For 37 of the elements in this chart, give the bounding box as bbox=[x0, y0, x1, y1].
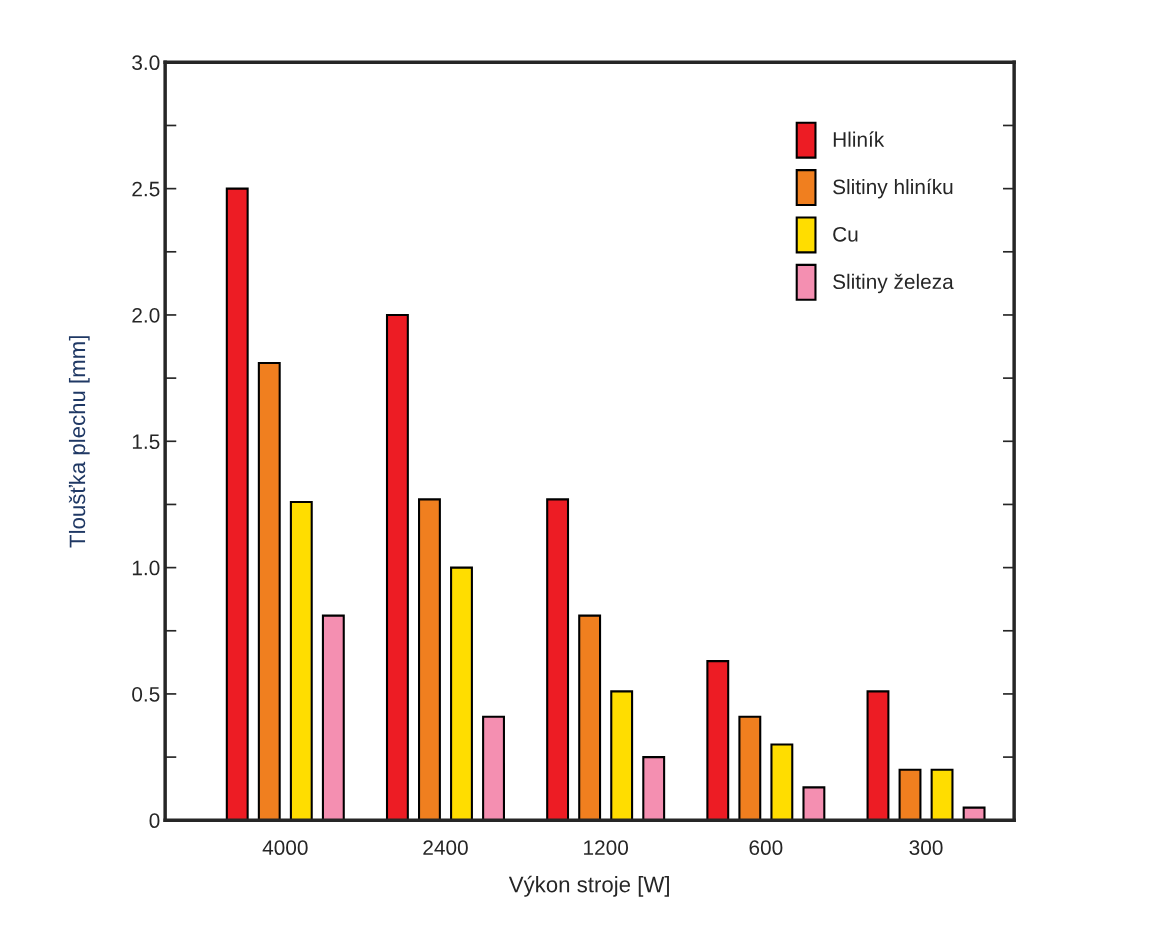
x-tick-label: 1200 bbox=[584, 840, 629, 856]
x-tick-label: 2400 bbox=[423, 840, 468, 856]
bar bbox=[385, 313, 409, 821]
bar bbox=[738, 715, 762, 821]
bar bbox=[610, 690, 634, 821]
y-tick-label: 3.0 bbox=[132, 55, 160, 71]
bar bbox=[578, 614, 602, 821]
bar bbox=[482, 715, 505, 821]
bar bbox=[642, 756, 666, 821]
y-axis-title: Tloušťka plechu [mm] bbox=[68, 336, 90, 548]
bar bbox=[866, 690, 890, 821]
bar bbox=[225, 187, 249, 821]
x-axis-title: Výkon stroje [W] bbox=[508, 875, 669, 897]
bar bbox=[898, 768, 922, 821]
y-tick-label: 1.5 bbox=[132, 434, 160, 450]
bar bbox=[450, 566, 473, 821]
x-tick-label: 300 bbox=[909, 840, 943, 856]
bar bbox=[546, 498, 570, 821]
x-tick-label: 4000 bbox=[262, 840, 308, 856]
legend-label: Slitiny hliníku bbox=[833, 178, 953, 199]
bar bbox=[289, 500, 313, 821]
bar bbox=[802, 786, 826, 821]
bar bbox=[930, 768, 954, 821]
bar bbox=[706, 660, 730, 821]
bar bbox=[418, 498, 441, 821]
bar bbox=[770, 743, 794, 821]
y-tick-label: 2.5 bbox=[132, 181, 160, 197]
bar bbox=[321, 614, 345, 821]
legend-label: Hliník bbox=[833, 131, 885, 147]
x-tick-label: 600 bbox=[749, 840, 783, 856]
legend-label: Cu bbox=[833, 226, 858, 242]
y-tick-label: 1.0 bbox=[132, 560, 160, 576]
legend-label: Slitiny železa bbox=[833, 273, 954, 294]
bar bbox=[257, 361, 281, 821]
y-tick-label: 0.5 bbox=[132, 686, 160, 702]
y-tick-label: 2.0 bbox=[132, 307, 160, 323]
y-tick-label: 0 bbox=[149, 813, 160, 829]
